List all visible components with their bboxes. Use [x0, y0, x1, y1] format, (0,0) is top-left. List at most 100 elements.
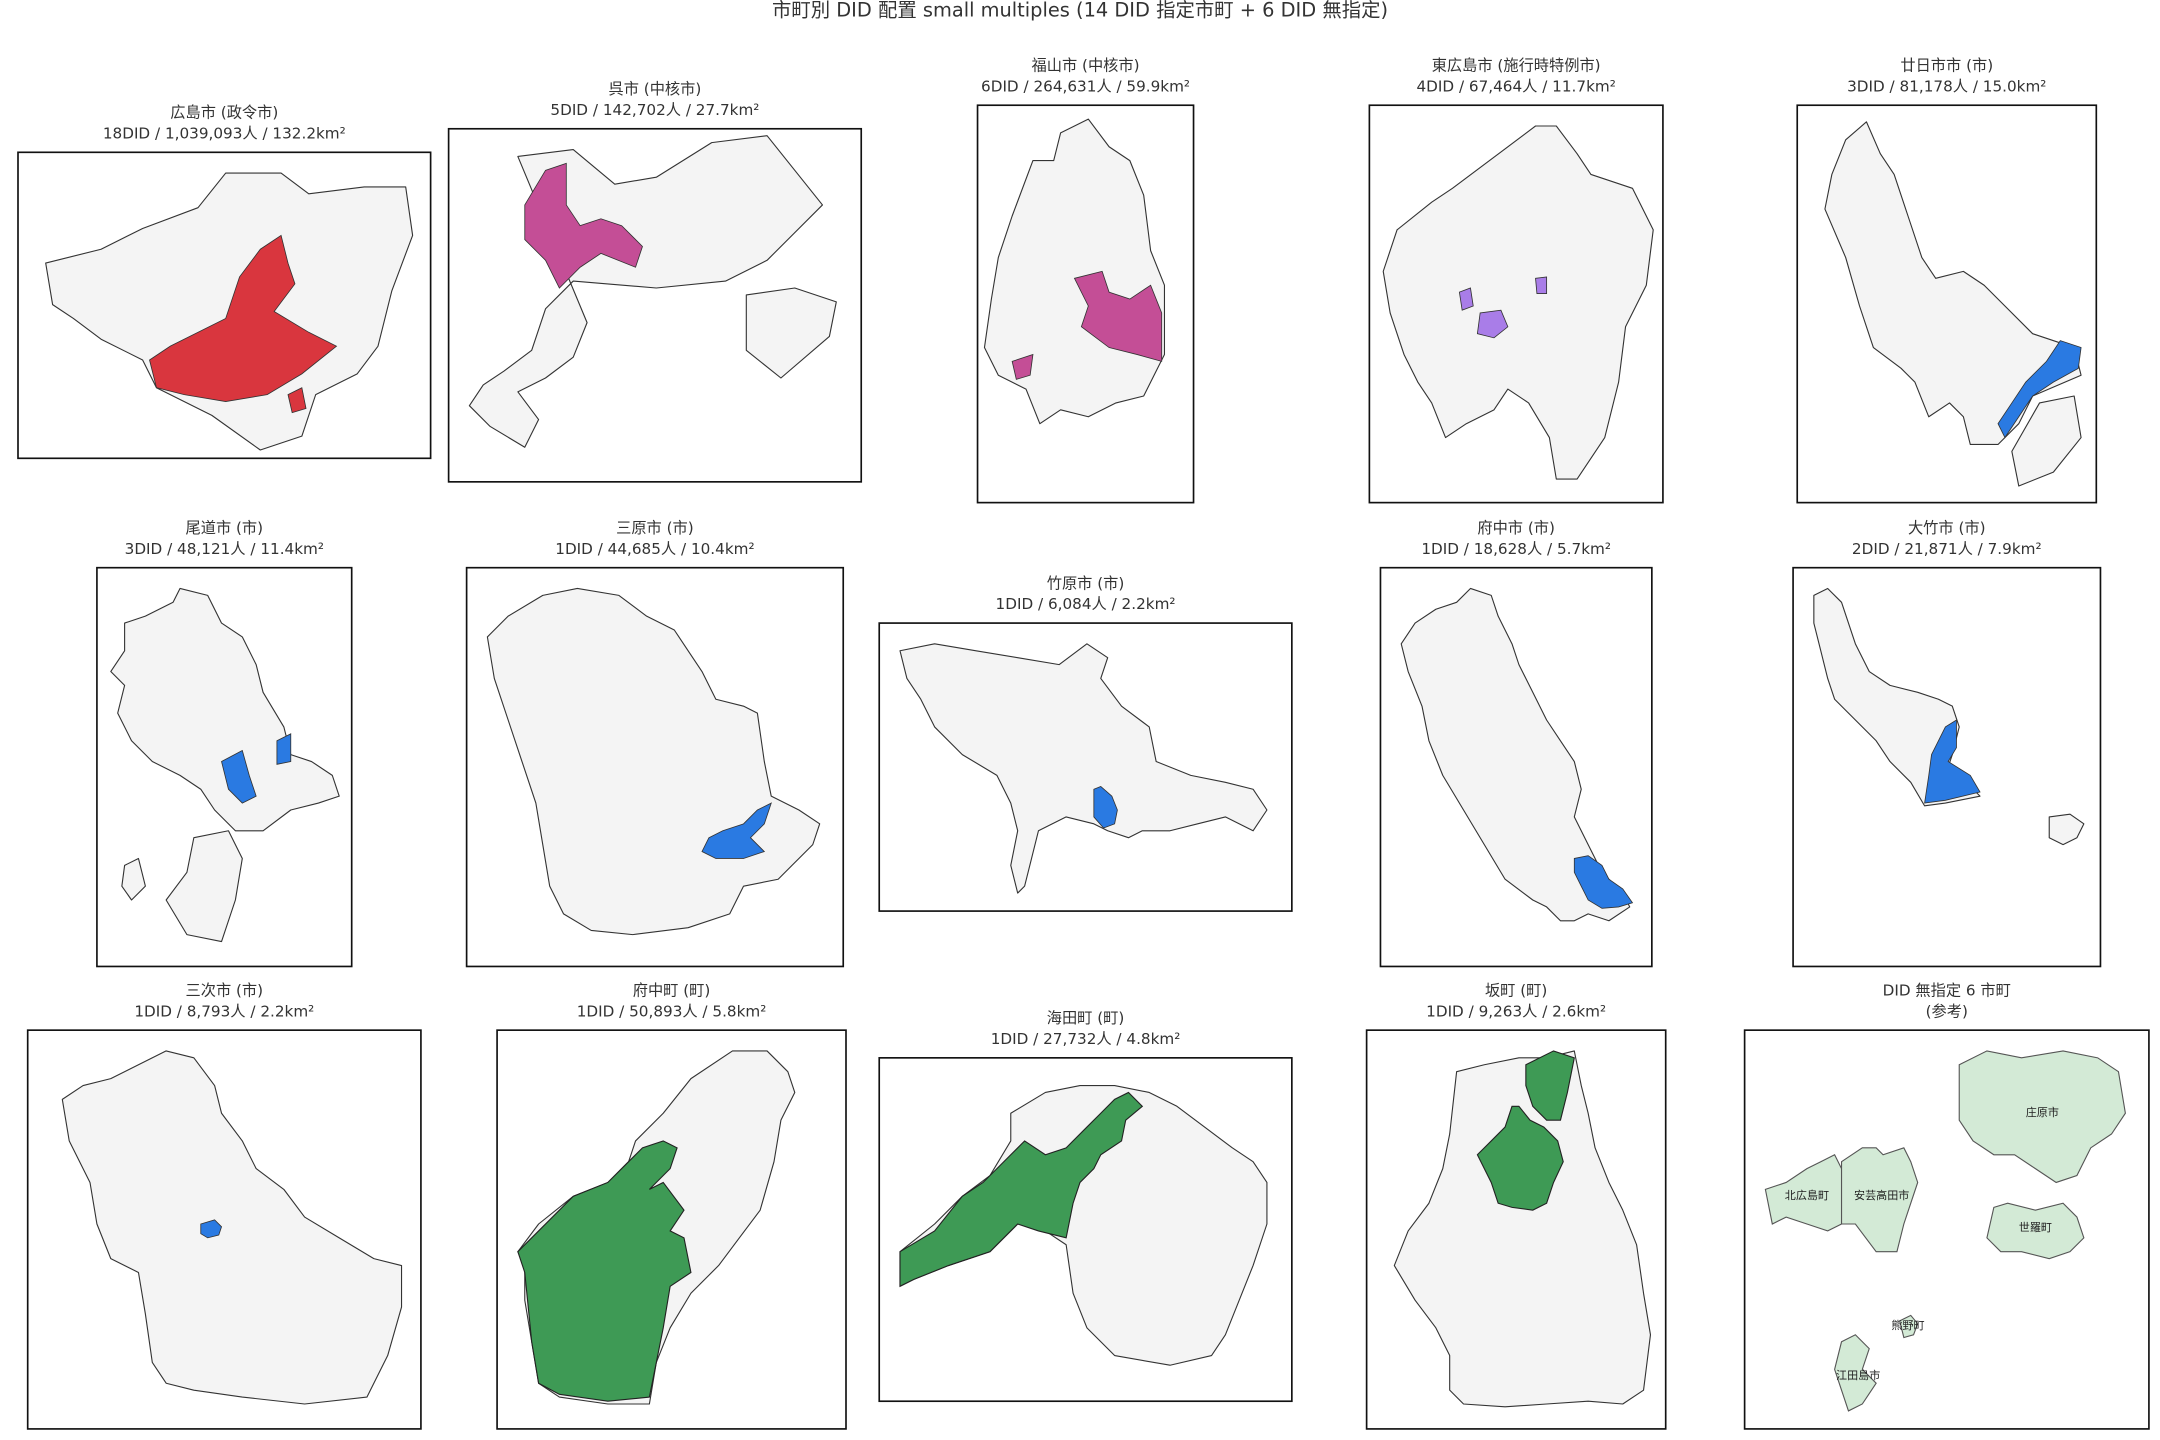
panel-title: DID 無指定 6 市町 — [1883, 982, 2011, 1000]
panel-subtitle: 1DID / 8,793人 / 2.2km² — [134, 1002, 314, 1020]
panel: 三原市 (市) 1DID / 44,685人 / 10.4km² — [465, 519, 845, 968]
municipality-shape — [1824, 121, 2082, 446]
panel-subtitle: 1DID / 6,084人 / 2.2km² — [996, 595, 1176, 613]
panel-subtitle: 3DID / 81,178人 / 15.0km² — [1847, 77, 2046, 95]
panel-subtitle: 1DID / 27,732人 / 4.8km² — [991, 1030, 1181, 1048]
panel-title: 坂町 (町) — [1485, 982, 1547, 1000]
municipality-shape — [1986, 1202, 2085, 1260]
town-label: 熊野町 — [1891, 1318, 1924, 1332]
panel: 府中市 (市) 1DID / 18,628人 / 5.7km² — [1379, 519, 1653, 968]
panel-frame — [447, 127, 863, 483]
panel-frame — [1368, 104, 1664, 504]
municipality-shape — [165, 830, 243, 943]
did-area — [899, 1091, 1144, 1288]
panel: DID 無指定 6 市町 (参考) 庄原市 北広島町 安芸高田市 世羅町 熊野町… — [1743, 982, 2150, 1430]
municipality-shape — [1382, 125, 1654, 480]
municipality-shape — [745, 287, 837, 379]
figure-title: 市町別 DID 配置 small multiples (14 DID 指定市町 … — [772, 0, 1388, 22]
panel-frame — [976, 104, 1195, 504]
did-area — [1476, 309, 1509, 339]
panel-frame — [878, 1057, 1293, 1403]
municipality-shape — [61, 1050, 403, 1405]
municipality-shape — [1393, 1050, 1652, 1408]
panel-subtitle: 1DID / 44,685人 / 10.4km² — [555, 540, 754, 558]
panel-title: 海田町 (町) — [1047, 1009, 1125, 1027]
panel-frame — [1365, 1029, 1667, 1430]
did-area — [701, 802, 772, 859]
did-area — [1011, 353, 1034, 380]
panel-subtitle: 3DID / 48,121人 / 11.4km² — [125, 540, 324, 558]
did-area — [221, 749, 257, 804]
did-area — [149, 234, 338, 402]
panel-title: 呉市 (中核市) — [609, 80, 702, 98]
panel-frame — [496, 1029, 847, 1430]
town-label: 庄原市 — [2026, 1105, 2059, 1119]
municipality-shape — [2011, 395, 2082, 487]
municipality-shape — [2048, 813, 2085, 846]
did-area — [1476, 1105, 1564, 1211]
panel-frame — [17, 151, 432, 460]
panel: 坂町 (町) 1DID / 9,263人 / 2.6km² — [1365, 982, 1667, 1430]
town-label: 江田島市 — [1836, 1368, 1880, 1382]
did-area — [1573, 855, 1634, 909]
municipality-shape — [1840, 1147, 1919, 1253]
panel-title: 府中町 (町) — [633, 982, 711, 1000]
panel: 呉市 (中核市) 5DID / 142,702人 / 27.7km² — [447, 80, 863, 483]
panel: 海田町 (町) 1DID / 27,732人 / 4.8km² — [878, 1009, 1293, 1403]
panel: 福山市 (中核市) 6DID / 264,631人 / 59.9km² — [976, 57, 1195, 504]
did-area — [1535, 276, 1548, 294]
panel-frame — [96, 566, 353, 968]
municipality-shape — [1834, 1334, 1877, 1412]
panel-title: 東広島市 (施行時特例市) — [1432, 57, 1601, 75]
panel-subtitle: 5DID / 142,702人 / 27.7km² — [550, 101, 759, 119]
did-area — [276, 733, 292, 765]
panel: 東広島市 (施行時特例市) 4DID / 67,464人 / 11.7km² — [1368, 57, 1664, 504]
did-area — [1458, 287, 1474, 311]
panel-title: 竹原市 (市) — [1047, 574, 1125, 592]
did-area — [1073, 270, 1163, 362]
panel-title: 府中市 (市) — [1477, 519, 1555, 537]
panel: 大竹市 (市) 2DID / 21,871人 / 7.9km² — [1792, 519, 2102, 968]
panel: 府中町 (町) 1DID / 50,893人 / 5.8km² — [496, 982, 847, 1430]
did-area — [1525, 1050, 1575, 1121]
panel-subtitle: 1DID / 18,628人 / 5.7km² — [1421, 540, 1611, 558]
panel: 尾道市 (市) 3DID / 48,121人 / 11.4km² — [96, 519, 353, 968]
panel-subtitle: 18DID / 1,039,093人 / 132.2km² — [103, 124, 346, 142]
did-area — [517, 1140, 692, 1402]
municipality-shape — [983, 118, 1166, 425]
municipality-shape — [486, 587, 821, 936]
panel-subtitle: 1DID / 50,893人 / 5.8km² — [577, 1002, 767, 1020]
municipality-shape — [121, 857, 146, 901]
municipality-shape — [899, 643, 1268, 894]
panel-subtitle: (参考) — [1926, 1002, 1968, 1020]
panel-frame — [465, 566, 845, 968]
panel-subtitle: 6DID / 264,631人 / 59.9km² — [981, 77, 1190, 95]
town-label: 北広島町 — [1785, 1188, 1829, 1202]
panel-frame — [26, 1029, 422, 1430]
panel-title: 三次市 (市) — [186, 982, 264, 1000]
municipality-shape — [1958, 1050, 2126, 1184]
did-area — [1093, 785, 1118, 829]
panel: 廿日市市 (市) 3DID / 81,178人 / 15.0km² — [1796, 57, 2098, 504]
panel-frame — [1796, 104, 2098, 504]
panel-frame — [1743, 1029, 2150, 1430]
panel-title: 広島市 (政令市) — [170, 104, 278, 122]
municipality-shape — [110, 587, 340, 832]
panel-subtitle: 1DID / 9,263人 / 2.6km² — [1426, 1002, 1606, 1020]
panel-title: 尾道市 (市) — [186, 519, 264, 537]
panel-title: 廿日市市 (市) — [1900, 57, 1993, 75]
panel-subtitle: 4DID / 67,464人 / 11.7km² — [1416, 77, 1615, 95]
did-area — [287, 387, 307, 414]
did-area — [524, 162, 643, 289]
town-label: 世羅町 — [2019, 1221, 2052, 1234]
panel-title: 三原市 (市) — [616, 519, 694, 537]
did-area — [200, 1219, 223, 1239]
town-label: 安芸高田市 — [1854, 1188, 1909, 1202]
panel-subtitle: 2DID / 21,871人 / 7.9km² — [1852, 540, 2042, 558]
panel: 広島市 (政令市) 18DID / 1,039,093人 / 132.2km² — [17, 104, 432, 460]
panel-title: 福山市 (中核市) — [1032, 57, 1140, 75]
municipality-shape — [1899, 1314, 1919, 1339]
panel: 竹原市 (市) 1DID / 6,084人 / 2.2km² — [878, 574, 1293, 912]
